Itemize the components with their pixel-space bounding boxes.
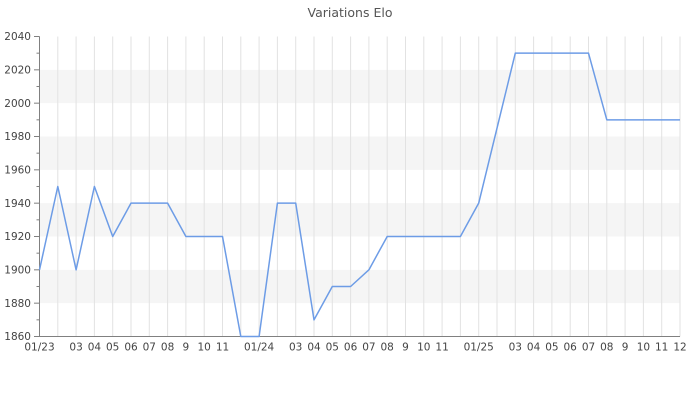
x-axis-label: 9	[402, 342, 409, 354]
x-axis-label: 04	[88, 342, 102, 354]
x-axis-label: 07	[143, 342, 156, 354]
x-axis-label: 10	[198, 342, 211, 354]
x-axis-label: 03	[69, 342, 82, 354]
x-axis-label: 01/25	[464, 342, 494, 354]
plot-band	[39, 203, 680, 237]
x-axis-label: 08	[600, 342, 613, 354]
x-axis-label: 06	[124, 342, 138, 354]
plot-area: 1860 1880 1900 1920 1940 1960 1980 2000 2020 2040…	[4, 31, 686, 353]
x-axis-label: 07	[582, 342, 595, 354]
x-axis-label: 03	[289, 342, 302, 354]
x-axis-label: 11	[216, 342, 229, 354]
x-axis-label: 9	[183, 342, 190, 354]
x-axis-label: 01/23	[24, 342, 54, 354]
plot-band	[39, 269, 680, 304]
plot-band	[39, 69, 680, 104]
x-axis-label: 05	[545, 342, 558, 354]
x-axis-label: 07	[362, 342, 375, 354]
chart-title: Variations Elo	[308, 5, 393, 20]
x-axis-label: 01/24	[244, 342, 275, 354]
y-axis-label: 1980	[4, 131, 31, 143]
x-axis-label: 05	[106, 342, 119, 354]
y-axis-label: 1920	[4, 231, 31, 243]
x-axis-label: 05	[326, 342, 339, 354]
x-axis-label: 04	[527, 342, 541, 354]
plot-band	[39, 136, 680, 170]
x-axis-label: 06	[344, 342, 358, 354]
y-axis-label: 1960	[4, 165, 31, 177]
x-axis-label: 10	[417, 342, 430, 354]
x-axis-label: 06	[564, 342, 578, 354]
y-axis-label: 2020	[4, 65, 31, 77]
x-axis-label: 08	[381, 342, 394, 354]
x-axis-label: 10	[637, 342, 650, 354]
x-axis-label: 08	[161, 342, 174, 354]
x-axis-label: 12	[673, 342, 686, 354]
x-axis-label: 11	[435, 342, 448, 354]
y-axis-label: 1880	[4, 298, 31, 310]
y-axis-label: 1940	[4, 198, 31, 210]
y-axis-label: 2000	[4, 98, 31, 110]
y-axis-label: 2040	[4, 31, 31, 43]
x-axis-label: 11	[655, 342, 668, 354]
y-axis-label: 1860	[4, 331, 31, 343]
elo-series-line	[38, 52, 680, 338]
y-axis-label: 1900	[4, 265, 31, 277]
x-axis-label: 9	[622, 342, 629, 354]
x-axis-label: 03	[509, 342, 522, 354]
x-axis-label: 04	[307, 342, 321, 354]
